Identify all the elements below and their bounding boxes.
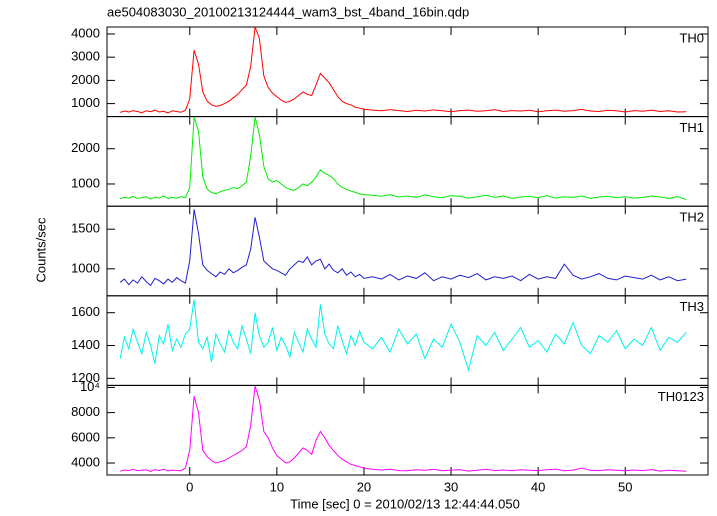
y-tick-label: 6000 [71,429,100,444]
light-curve [119,299,687,372]
x-tick-label: 30 [444,479,458,494]
y-tick-label: 4000 [71,25,100,40]
y-tick-label: 1400 [71,337,100,352]
panel-frame [106,384,709,476]
x-axis-label: Time [sec] 0 = 2010/02/13 12:44:44.050 [290,496,520,511]
x-tick-label: 50 [618,479,632,494]
panel-label: TH1 [679,120,704,135]
panel-label: TH0 [679,30,704,45]
y-tick-label: 10⁴ [80,379,100,394]
x-tick-label: 0 [186,479,193,494]
x-tick-label: 20 [357,479,371,494]
light-curve [119,209,687,287]
panel-frame [106,295,709,386]
y-tick-label: 1600 [71,304,100,319]
y-tick-label: 8000 [71,404,100,419]
y-tick-label: 2000 [71,72,100,87]
panel-label: TH3 [679,299,704,314]
panel-label: TH0123 [658,389,704,404]
chart-title: ae504083030_20100213124444_wam3_bst_4ban… [107,4,469,19]
y-tick-label: 1000 [71,95,100,110]
panel-label: TH2 [679,210,704,225]
y-tick-label: 1500 [71,221,100,236]
y-tick-label: 3000 [71,49,100,64]
y-tick-label: 4000 [71,454,100,469]
y-tick-label: 1000 [71,260,100,275]
light-curve [119,386,687,473]
light-curve [119,116,687,200]
panel-frame [106,205,709,297]
y-axis-label: Counts/sec [33,217,48,283]
y-tick-label: 2000 [71,140,100,155]
y-tick-label: 1200 [71,370,100,385]
x-tick-label: 10 [270,479,284,494]
y-tick-label: 1000 [71,175,100,190]
light-curve [119,27,687,114]
panel-frame [106,116,709,207]
x-tick-label: 40 [531,479,545,494]
panel-frame [106,26,709,118]
